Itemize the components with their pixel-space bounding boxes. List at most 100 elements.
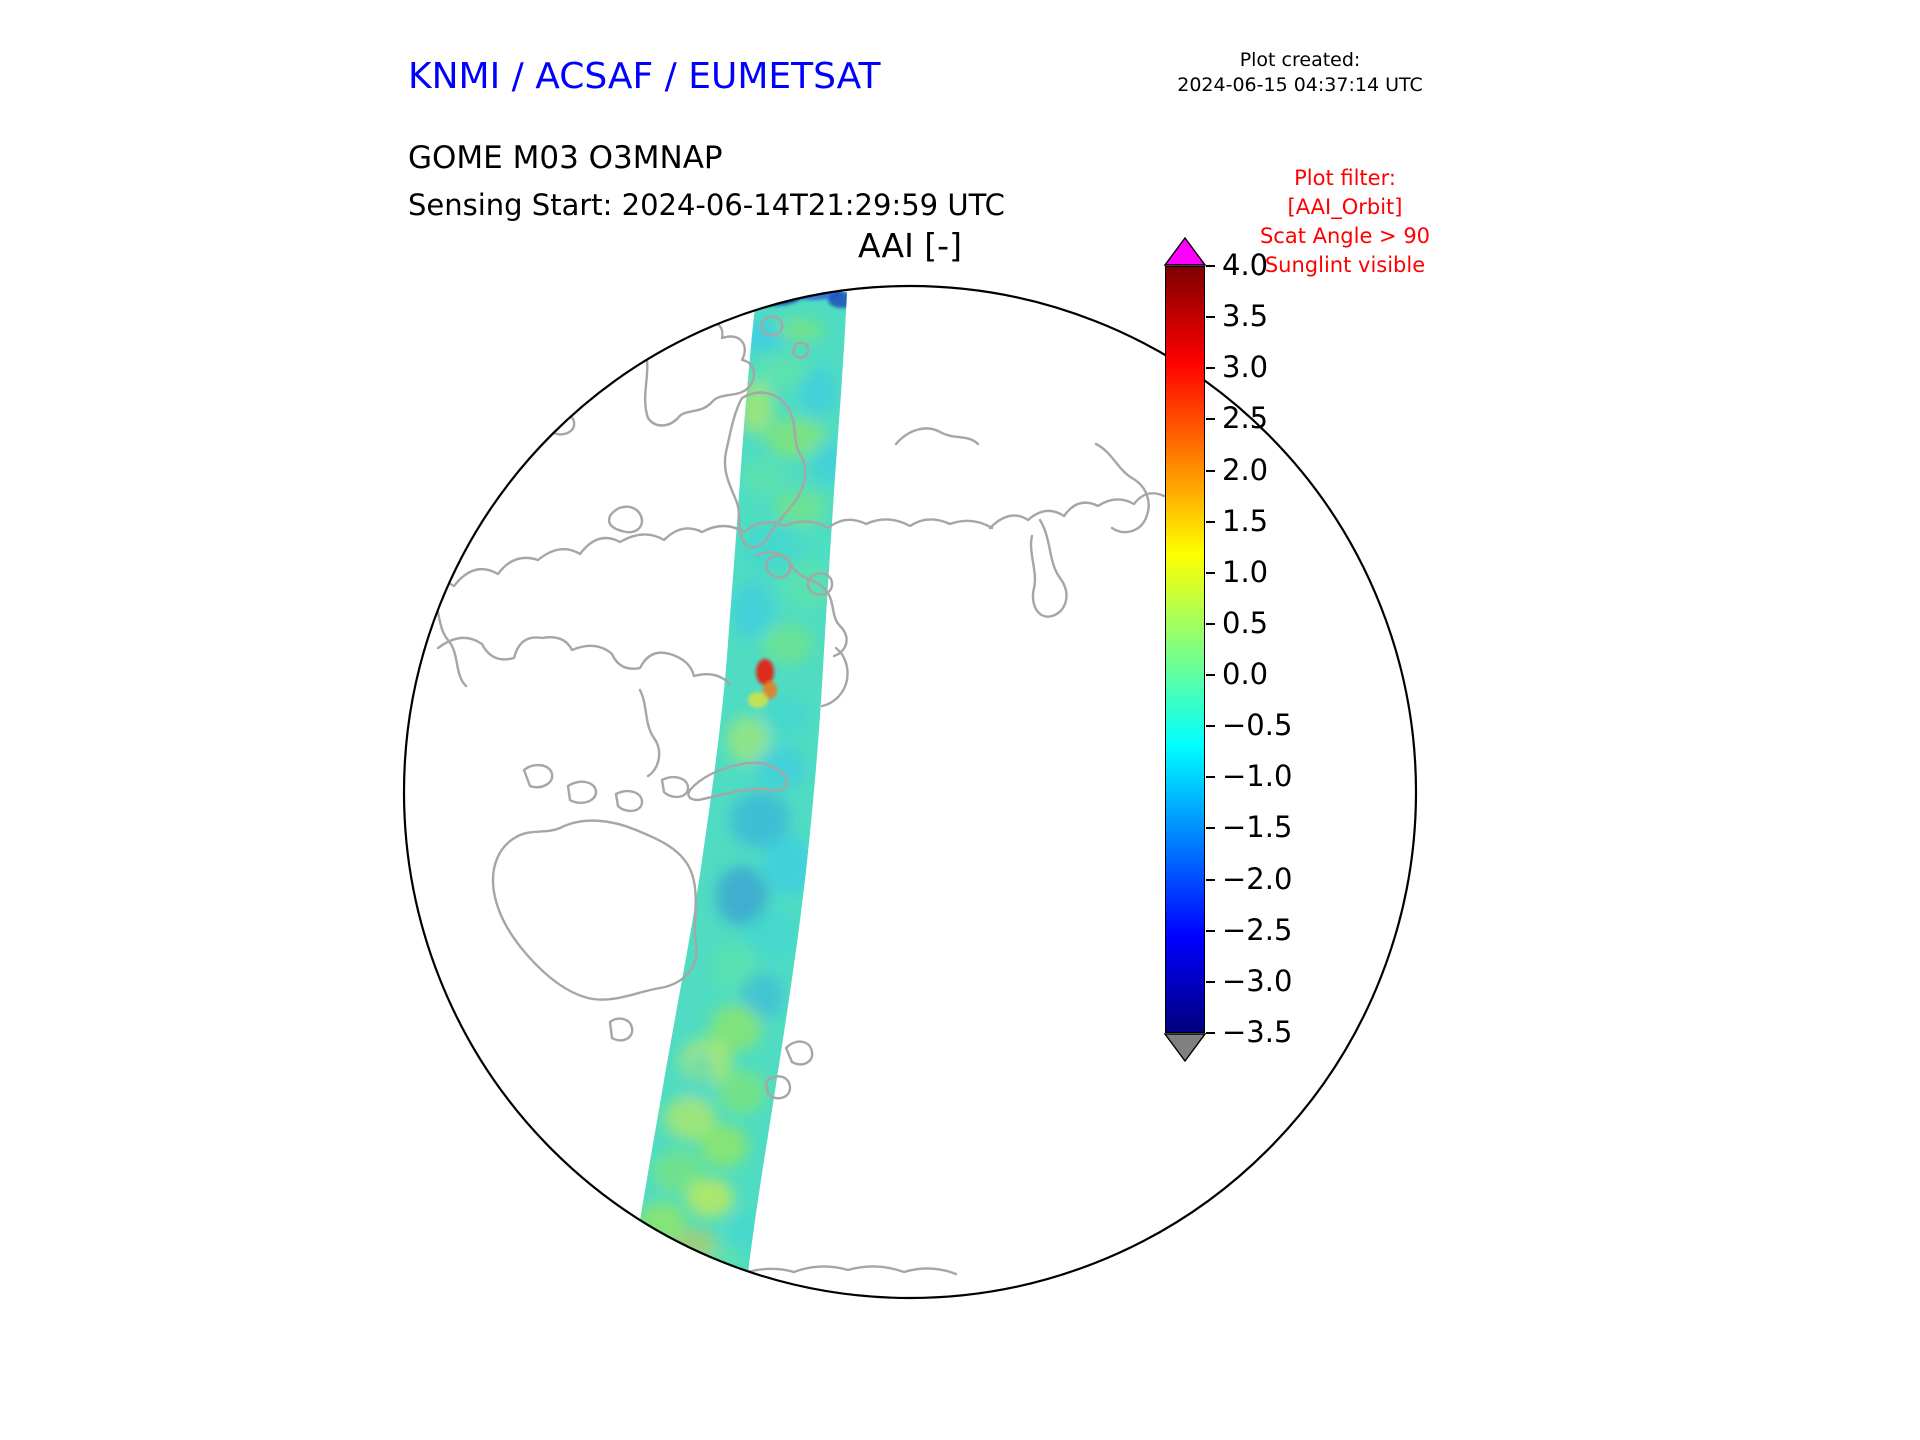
- colorbar-tick-label: 1.0: [1222, 554, 1269, 589]
- colorbar-tick-label: 1.5: [1222, 503, 1269, 538]
- plot-filter-line: Sunglint visible: [1264, 253, 1426, 277]
- colorbar-tick-label: 0.5: [1222, 605, 1269, 640]
- colorbar-tick-label: 0.0: [1222, 657, 1269, 692]
- colorbar-tick-mark: [1206, 418, 1215, 421]
- swath-blob: [652, 1150, 704, 1194]
- swath-blob: [763, 681, 777, 699]
- coastline-japan: [820, 646, 849, 708]
- sensing-start-label: Sensing Start: 2024-06-14T21:29:59 UTC: [408, 188, 1005, 222]
- coastline-australia: [491, 819, 698, 1001]
- satellite-swath: [633, 287, 847, 1283]
- coastline-kamchatka: [1029, 518, 1068, 618]
- colorbar-ticks: 4.0 3.5 3.0 2.5 2.0 1.5 1.0 0.5 0.0 −0.5 −1.0 −1.5 −…: [1206, 248, 1346, 1049]
- coastline-svalbard-islands: [759, 315, 810, 359]
- swath-blob: [828, 292, 847, 308]
- swath-blob: [754, 746, 806, 790]
- coastline-northeast-asia: [988, 492, 1166, 530]
- plot-created-label: Plot created:: [1239, 49, 1361, 71]
- coastline-scandinavia: [723, 391, 807, 549]
- swath-blob: [729, 1212, 761, 1248]
- swath-blob: [664, 1096, 716, 1140]
- swath-blob: [686, 1050, 714, 1110]
- coastline-new-zealand: [764, 1040, 814, 1100]
- swath-blob: [726, 716, 770, 764]
- colorbar-tick-mark: [1206, 980, 1215, 983]
- map-boundary-circle: [402, 284, 1418, 1300]
- coastline-bering-area: [894, 427, 980, 446]
- swath-blob: [710, 1004, 762, 1052]
- colorbar-tick-mark: [1206, 725, 1215, 728]
- colorbar-tick-label: 4.0: [1222, 248, 1269, 282]
- colorbar-tick-mark: [1206, 827, 1215, 830]
- product-title: GOME M03 O3MNAP: [408, 140, 723, 176]
- plot-created-block: Plot created: 2024-06-15 04:37:14 UTC: [1140, 48, 1460, 98]
- coastline-antarctica: [734, 1265, 958, 1278]
- coastline-left-limb: [404, 538, 468, 688]
- plot-created-timestamp: 2024-06-15 04:37:14 UTC: [1177, 74, 1423, 96]
- swath-blob: [754, 354, 810, 390]
- swath-blob: [670, 1228, 718, 1264]
- colorbar-tick-mark: [1206, 469, 1215, 472]
- swath-blob: [762, 624, 814, 664]
- swath-blob: [654, 1262, 714, 1283]
- swath-blob: [633, 1242, 672, 1274]
- swath-blob: [730, 792, 790, 848]
- colorbar-tick-mark: [1206, 265, 1215, 267]
- swath-blob: [798, 368, 838, 416]
- colorbar-tick-mark: [1206, 571, 1215, 574]
- colorbar-tick-label: −1.0: [1222, 759, 1293, 794]
- swath-blob: [740, 972, 784, 1020]
- swath-blob: [738, 382, 774, 434]
- colorbar-tick-mark: [1206, 1032, 1215, 1034]
- coastline-new-guinea: [687, 761, 789, 802]
- colorbar-tick-label: 2.0: [1222, 452, 1269, 487]
- swath-blob: [740, 460, 788, 496]
- swath-blob: [748, 692, 768, 708]
- coastline-right-limb: [1094, 442, 1150, 534]
- swath-blob: [730, 582, 774, 638]
- coastlines: [404, 301, 1166, 1278]
- map-title: AAI [-]: [858, 226, 962, 265]
- colorbar-bar: [1165, 266, 1205, 1033]
- coastline-indonesia-islands: [522, 763, 690, 813]
- colorbar-tick-label: −3.5: [1222, 1015, 1293, 1049]
- swath-blob: [756, 659, 774, 685]
- colorbar: 4.0 3.5 3.0 2.5 2.0 1.5 1.0 0.5 0.0 −0.5 −1.0 −1.5 −…: [1164, 237, 1292, 1063]
- colorbar-tick-mark: [1206, 878, 1215, 881]
- coastline-eurasia-north: [404, 518, 994, 602]
- swath-blob: [734, 287, 802, 306]
- coastline-caspian-black-seas: [765, 553, 834, 596]
- swath-blob: [762, 696, 810, 736]
- swath-blob: [744, 910, 800, 962]
- swath-blob: [716, 866, 768, 926]
- colorbar-tick-label: 3.5: [1222, 299, 1269, 334]
- colorbar-tick-label: 3.0: [1222, 350, 1269, 385]
- plot-filter-line: [AAI_Orbit]: [1287, 195, 1403, 219]
- colorbar-tick-mark: [1206, 367, 1215, 370]
- colorbar-tick-label: −0.5: [1222, 708, 1293, 743]
- colorbar-tick-label: −2.5: [1222, 912, 1293, 947]
- swath-blob: [776, 318, 824, 342]
- colorbar-tick-mark: [1206, 316, 1215, 319]
- swath-blob: [718, 1070, 766, 1114]
- plot-filter-block: Plot filter: [AAI_Orbit] Scat Angle > 90…: [1225, 164, 1465, 280]
- colorbar-tick-mark: [1206, 622, 1215, 625]
- coastline-south-asia: [436, 636, 732, 686]
- colorbar-tick-mark: [1206, 520, 1215, 523]
- swath-blob: [686, 1178, 734, 1218]
- colorbar-under-arrow: [1164, 1033, 1206, 1062]
- plot-filter-line: Plot filter:: [1294, 166, 1396, 190]
- swath-blob: [742, 320, 786, 352]
- coastline-tasmania: [608, 1017, 634, 1042]
- colorbar-tick-mark: [1206, 674, 1215, 677]
- swath-blob: [810, 440, 846, 484]
- plot-filter-line: Scat Angle > 90: [1259, 224, 1431, 248]
- coastline-british-isles: [607, 505, 644, 534]
- colorbar-tick-label: −2.0: [1222, 861, 1293, 896]
- swath-soft-blobs: [633, 318, 846, 1283]
- agency-title: KNMI / ACSAF / EUMETSAT: [408, 56, 881, 97]
- swath-blob: [774, 490, 830, 526]
- swath-blob: [762, 836, 814, 896]
